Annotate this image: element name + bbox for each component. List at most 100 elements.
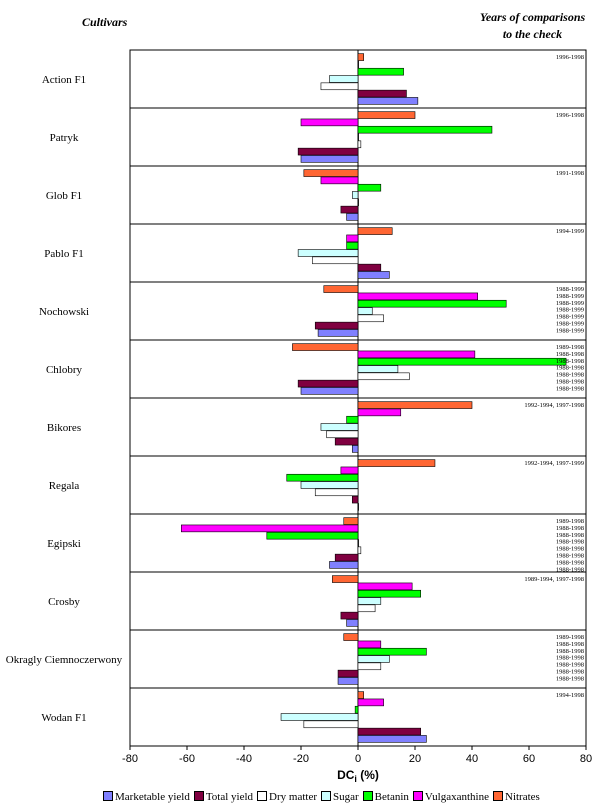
category-label: Egipski [47,538,81,550]
bar-vulgaxanthine [320,176,359,185]
bar-vulgaxanthine [357,640,382,649]
legend-item: Vulgaxanthine [412,791,489,803]
bar-dry-matter [303,720,359,729]
x-tick-label: 60 [523,753,535,765]
legend-item: Dry matter [257,791,317,803]
bar-nitrates [357,227,393,235]
bar-nitrates [357,691,364,699]
x-tick-label: -80 [122,753,138,765]
bar-sugar [329,75,359,83]
category-label: Pablo F1 [44,248,83,260]
bar-marketable-yield [357,271,390,279]
legend-swatch [321,791,331,801]
bar-betanin [357,183,382,192]
bar-marketable-yield [337,677,359,685]
bar-total-yield [357,89,407,98]
years-header-line2: to the check [502,27,563,41]
bar-marketable-yield [357,735,427,743]
bar-total-yield [337,669,359,678]
year-annotation: 1988-1998 [556,372,584,379]
bar-sugar [280,713,359,721]
legend-swatch [257,791,268,801]
year-annotation: 1988-1998 [556,566,584,573]
category-label: Bikores [47,422,81,434]
bar-dry-matter [320,82,359,91]
bar-betanin [346,415,359,424]
bar-sugar [320,423,359,431]
year-annotation: 1988-1999 [556,307,584,314]
bar-betanin [357,125,493,134]
bar-marketable-yield [329,561,359,569]
bar-total-yield [314,321,359,330]
bar-marketable-yield [351,445,359,453]
year-annotation: 1988-1999 [556,327,584,334]
bar-total-yield [351,495,359,504]
bar-nitrates [303,169,359,177]
year-annotation: 1988-1998 [556,351,584,358]
year-annotation: 1989-1998 [556,518,584,525]
legend-item: Total yield [193,791,254,803]
year-annotation: 1988-1998 [556,358,584,365]
bar-total-yield [334,553,359,562]
bar-dry-matter [314,488,359,497]
year-annotation: 1988-1998 [556,662,584,669]
year-annotation: 1989-1994, 1997-1998 [524,576,584,583]
legend-swatch [493,791,503,801]
bar-vulgaxanthine [357,350,476,359]
year-annotation: 1988-1998 [556,669,584,676]
legend-item: Betanin [362,791,409,803]
bar-sugar [357,655,390,663]
legend-label: Vulgaxanthine [424,791,489,803]
bar-vulgaxanthine [357,60,359,69]
bar-nitrates [357,53,364,61]
category-label: Patryk [50,132,79,144]
bar-betanin [354,705,359,714]
bar-sugar [357,133,359,141]
bar-vulgaxanthine [357,582,413,591]
legend-swatch [412,791,423,801]
legend-item: Marketable yield [103,791,190,803]
year-annotation: 1988-1998 [556,641,584,648]
year-annotation: 1988-1999 [556,286,584,293]
year-annotation: 1988-1998 [556,655,584,662]
bar-sugar [297,249,359,257]
x-tick-label: 40 [466,753,478,765]
legend-label: Nitrates [505,791,540,803]
legend-label: Total yield [205,791,254,803]
bar-nitrates [357,111,416,119]
bar-vulgaxanthine [340,466,359,475]
legend-swatch [362,791,373,801]
category-label: Okragly Ciemnoczerwony [6,654,123,666]
bar-marketable-yield [300,387,359,395]
year-annotation: 1988-1998 [556,559,584,566]
year-annotation: 1992-1994, 1997-1999 [524,460,584,467]
bar-dry-matter [357,140,362,149]
year-annotation: 1994-1998 [556,692,584,699]
bar-nitrates [292,343,359,351]
bar-total-yield [357,727,422,736]
year-annotation: 1991-1998 [556,170,584,177]
legend-label: Marketable yield [115,791,190,803]
bar-nitrates [323,285,359,293]
years-header-line1: Years of comparisons [479,10,586,24]
x-tick-label: 0 [355,753,361,765]
category-label: Nochowski [39,306,89,318]
bar-betanin [357,357,567,366]
category-label: Crosby [48,596,80,608]
bar-betanin [357,589,422,598]
bar-vulgaxanthine [346,234,359,243]
legend-swatch [103,791,113,801]
chart: Action F1 1996-1998 Patryk 1996-1998 Glob F1… [6,49,592,784]
x-tick-label: -40 [236,753,252,765]
bar-vulgaxanthine [300,118,359,127]
year-annotation: 1988-1998 [556,539,584,546]
category-label: Wodan F1 [41,712,86,724]
bar-marketable-yield [357,97,419,105]
bar-dry-matter [357,546,362,555]
year-annotation: 1992-1994, 1997-1998 [524,402,584,409]
bar-vulgaxanthine [357,408,402,417]
bar-nitrates [357,401,473,409]
legend-label: Betanin [374,791,409,803]
year-annotation: 1988-1999 [556,314,584,321]
year-annotation: 1988-1998 [556,675,584,682]
